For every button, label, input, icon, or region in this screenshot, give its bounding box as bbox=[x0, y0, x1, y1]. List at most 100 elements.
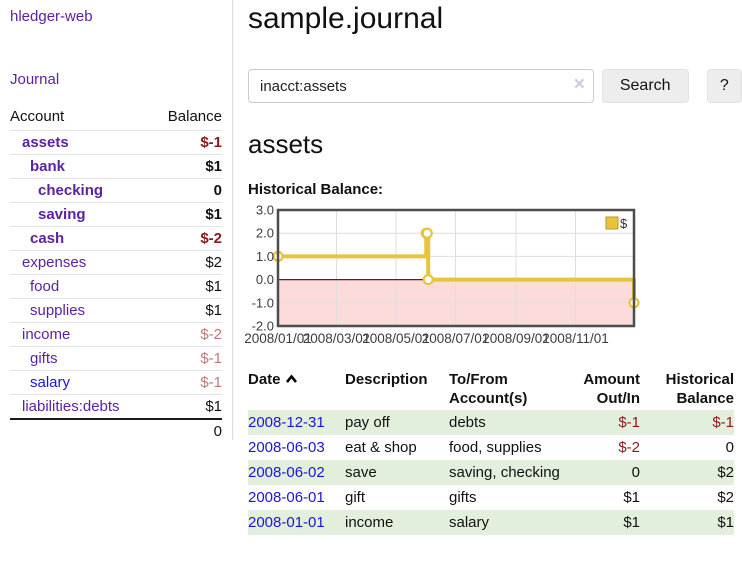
account-name-cell: income bbox=[10, 322, 152, 347]
register-header-row: Date Description To/From Account(s) Amoun… bbox=[248, 368, 734, 410]
account-name-cell: saving bbox=[10, 202, 152, 227]
transaction-date-link[interactable]: 2008-06-01 bbox=[248, 489, 325, 506]
transaction-description-cell: pay off bbox=[345, 414, 390, 431]
x-axis-tick-label: 2008/03/01 bbox=[303, 331, 371, 346]
account-row: checking 0 bbox=[10, 178, 222, 203]
accounts-column-header: To/From Account(s) bbox=[449, 371, 528, 407]
y-axis-tick-label: -2.0 bbox=[252, 319, 274, 334]
account-row: cash $-2 bbox=[10, 226, 222, 251]
accounts-total-value: 0 bbox=[151, 418, 222, 443]
account-row: income $-2 bbox=[10, 322, 222, 347]
accounts-total-row: 0 bbox=[10, 418, 222, 443]
x-axis-tick-label: 2008/05/01 bbox=[362, 331, 430, 346]
chart-label: Historical Balance: bbox=[248, 181, 384, 198]
account-link[interactable]: cash bbox=[30, 230, 65, 247]
transaction-date-link[interactable]: 2008-12-31 bbox=[248, 414, 325, 431]
accounts-column-header: Account bbox=[10, 108, 65, 125]
account-name-cell: bank bbox=[10, 154, 152, 179]
account-link[interactable]: supplies bbox=[30, 302, 86, 319]
transaction-date-cell: 2008-12-31 bbox=[248, 410, 345, 435]
account-balance: $2 bbox=[151, 250, 222, 275]
account-row: gifts $-1 bbox=[10, 346, 222, 371]
legend-label: $ bbox=[620, 216, 628, 231]
transaction-accounts-cell: food, supplies bbox=[449, 439, 542, 456]
account-link[interactable]: food bbox=[30, 278, 60, 295]
transaction-row[interactable]: 2008-06-01 gift gifts $1 $2 bbox=[248, 485, 734, 510]
register-table: Date Description To/From Account(s) Amoun… bbox=[248, 368, 734, 535]
account-balance: $-2 bbox=[151, 322, 222, 347]
search-button[interactable]: Search bbox=[601, 69, 689, 103]
transaction-date-cell: 2008-06-02 bbox=[248, 460, 345, 485]
account-link[interactable]: expenses bbox=[22, 254, 87, 271]
account-row: bank $1 bbox=[10, 154, 222, 179]
transaction-row[interactable]: 2008-06-02 save saving, checking 0 $2 bbox=[248, 460, 734, 485]
transaction-date-cell: 2008-06-01 bbox=[248, 485, 345, 510]
account-link[interactable]: checking bbox=[38, 182, 104, 199]
x-axis-tick-label: 2008/01/01 bbox=[244, 331, 312, 346]
transaction-accounts-cell: salary bbox=[449, 514, 490, 531]
search-form: × Search ? bbox=[248, 69, 742, 103]
account-link[interactable]: saving bbox=[38, 206, 86, 223]
y-axis-tick-label: 0.0 bbox=[256, 272, 274, 287]
account-name-cell: gifts bbox=[10, 346, 152, 371]
transaction-balance-cell: $-1 bbox=[712, 414, 734, 431]
balance-column-header: Balance bbox=[167, 108, 222, 125]
accounts-balance-table: Account Balance assets $-1 bank $1 checking 0… bbox=[10, 104, 222, 443]
account-link[interactable]: gifts bbox=[30, 350, 58, 367]
transaction-date-link[interactable]: 2008-06-02 bbox=[248, 464, 325, 481]
account-balance: $1 bbox=[151, 274, 222, 299]
account-link[interactable]: bank bbox=[30, 158, 66, 175]
data-point bbox=[421, 227, 433, 239]
transaction-date-link[interactable]: 2008-06-03 bbox=[248, 439, 325, 456]
account-link[interactable]: salary bbox=[30, 374, 71, 391]
account-link[interactable]: income bbox=[22, 326, 71, 343]
transaction-date-cell: 2008-01-01 bbox=[248, 510, 345, 535]
x-axis-tick-label: 2008/09/01 bbox=[482, 331, 550, 346]
search-box: × bbox=[248, 69, 594, 103]
transaction-amount-cell: $1 bbox=[623, 489, 640, 506]
account-row: liabilities:debts $1 bbox=[10, 394, 222, 419]
transaction-amount-cell: $-1 bbox=[618, 414, 640, 431]
x-axis-tick-label: 2008/07/01 bbox=[422, 331, 490, 346]
amount-column-header: Amount Out/In bbox=[583, 371, 640, 407]
account-balance: $1 bbox=[151, 154, 222, 179]
account-balance: 0 bbox=[151, 178, 222, 203]
app-title-link[interactable]: hledger-web bbox=[10, 8, 93, 25]
balance-column-header: Historical Balance bbox=[665, 371, 734, 407]
transaction-date-cell: 2008-06-03 bbox=[248, 435, 345, 460]
account-balance: $1 bbox=[151, 298, 222, 323]
historical-balance-chart: 3.0 2.0 1.0 0.0 -1.0 -2.0 2008/01/01 2008/03/01… bbox=[244, 203, 742, 347]
account-name-cell: food bbox=[10, 274, 152, 299]
transaction-row[interactable]: 2008-01-01 income salary $1 $1 bbox=[248, 510, 734, 535]
account-balance: $1 bbox=[151, 202, 222, 227]
account-link[interactable]: liabilities:debts bbox=[22, 398, 120, 415]
legend-swatch bbox=[605, 216, 619, 230]
page-title: sample.journal bbox=[248, 2, 444, 35]
transaction-balance-cell: $2 bbox=[717, 464, 734, 481]
y-axis-tick-label: 3.0 bbox=[256, 203, 274, 218]
account-name-cell: salary bbox=[10, 370, 152, 395]
date-column-header[interactable]: Date bbox=[248, 368, 345, 410]
account-row: supplies $1 bbox=[10, 298, 222, 323]
help-button[interactable]: ? bbox=[706, 69, 742, 103]
sidebar-item-journal[interactable]: Journal bbox=[10, 71, 60, 88]
sidebar: hledger-web Journal Account Balance asse… bbox=[0, 0, 233, 443]
y-axis-tick-label: 1.0 bbox=[256, 249, 274, 264]
data-point bbox=[422, 273, 434, 286]
transaction-row[interactable]: 2008-12-31 pay off debts $-1 $-1 bbox=[248, 410, 734, 435]
account-balance: $1 bbox=[151, 394, 222, 419]
y-axis-tick-label: -1.0 bbox=[252, 295, 274, 310]
transaction-row[interactable]: 2008-06-03 eat & shop food, supplies $-2 0 bbox=[248, 435, 734, 460]
account-link[interactable]: assets bbox=[22, 134, 69, 151]
account-balance: $-2 bbox=[151, 226, 222, 251]
transaction-date-link[interactable]: 2008-01-01 bbox=[248, 514, 325, 531]
plot-border bbox=[276, 208, 636, 328]
search-input[interactable] bbox=[248, 69, 594, 103]
clear-search-icon[interactable]: × bbox=[573, 74, 585, 95]
transaction-description-cell: income bbox=[345, 514, 394, 531]
transaction-accounts-cell: debts bbox=[449, 414, 486, 431]
account-name-cell: supplies bbox=[10, 298, 152, 323]
transaction-amount-cell: $1 bbox=[623, 514, 640, 531]
transaction-description-cell: eat & shop bbox=[345, 439, 417, 456]
account-row: assets $-1 bbox=[10, 130, 222, 155]
